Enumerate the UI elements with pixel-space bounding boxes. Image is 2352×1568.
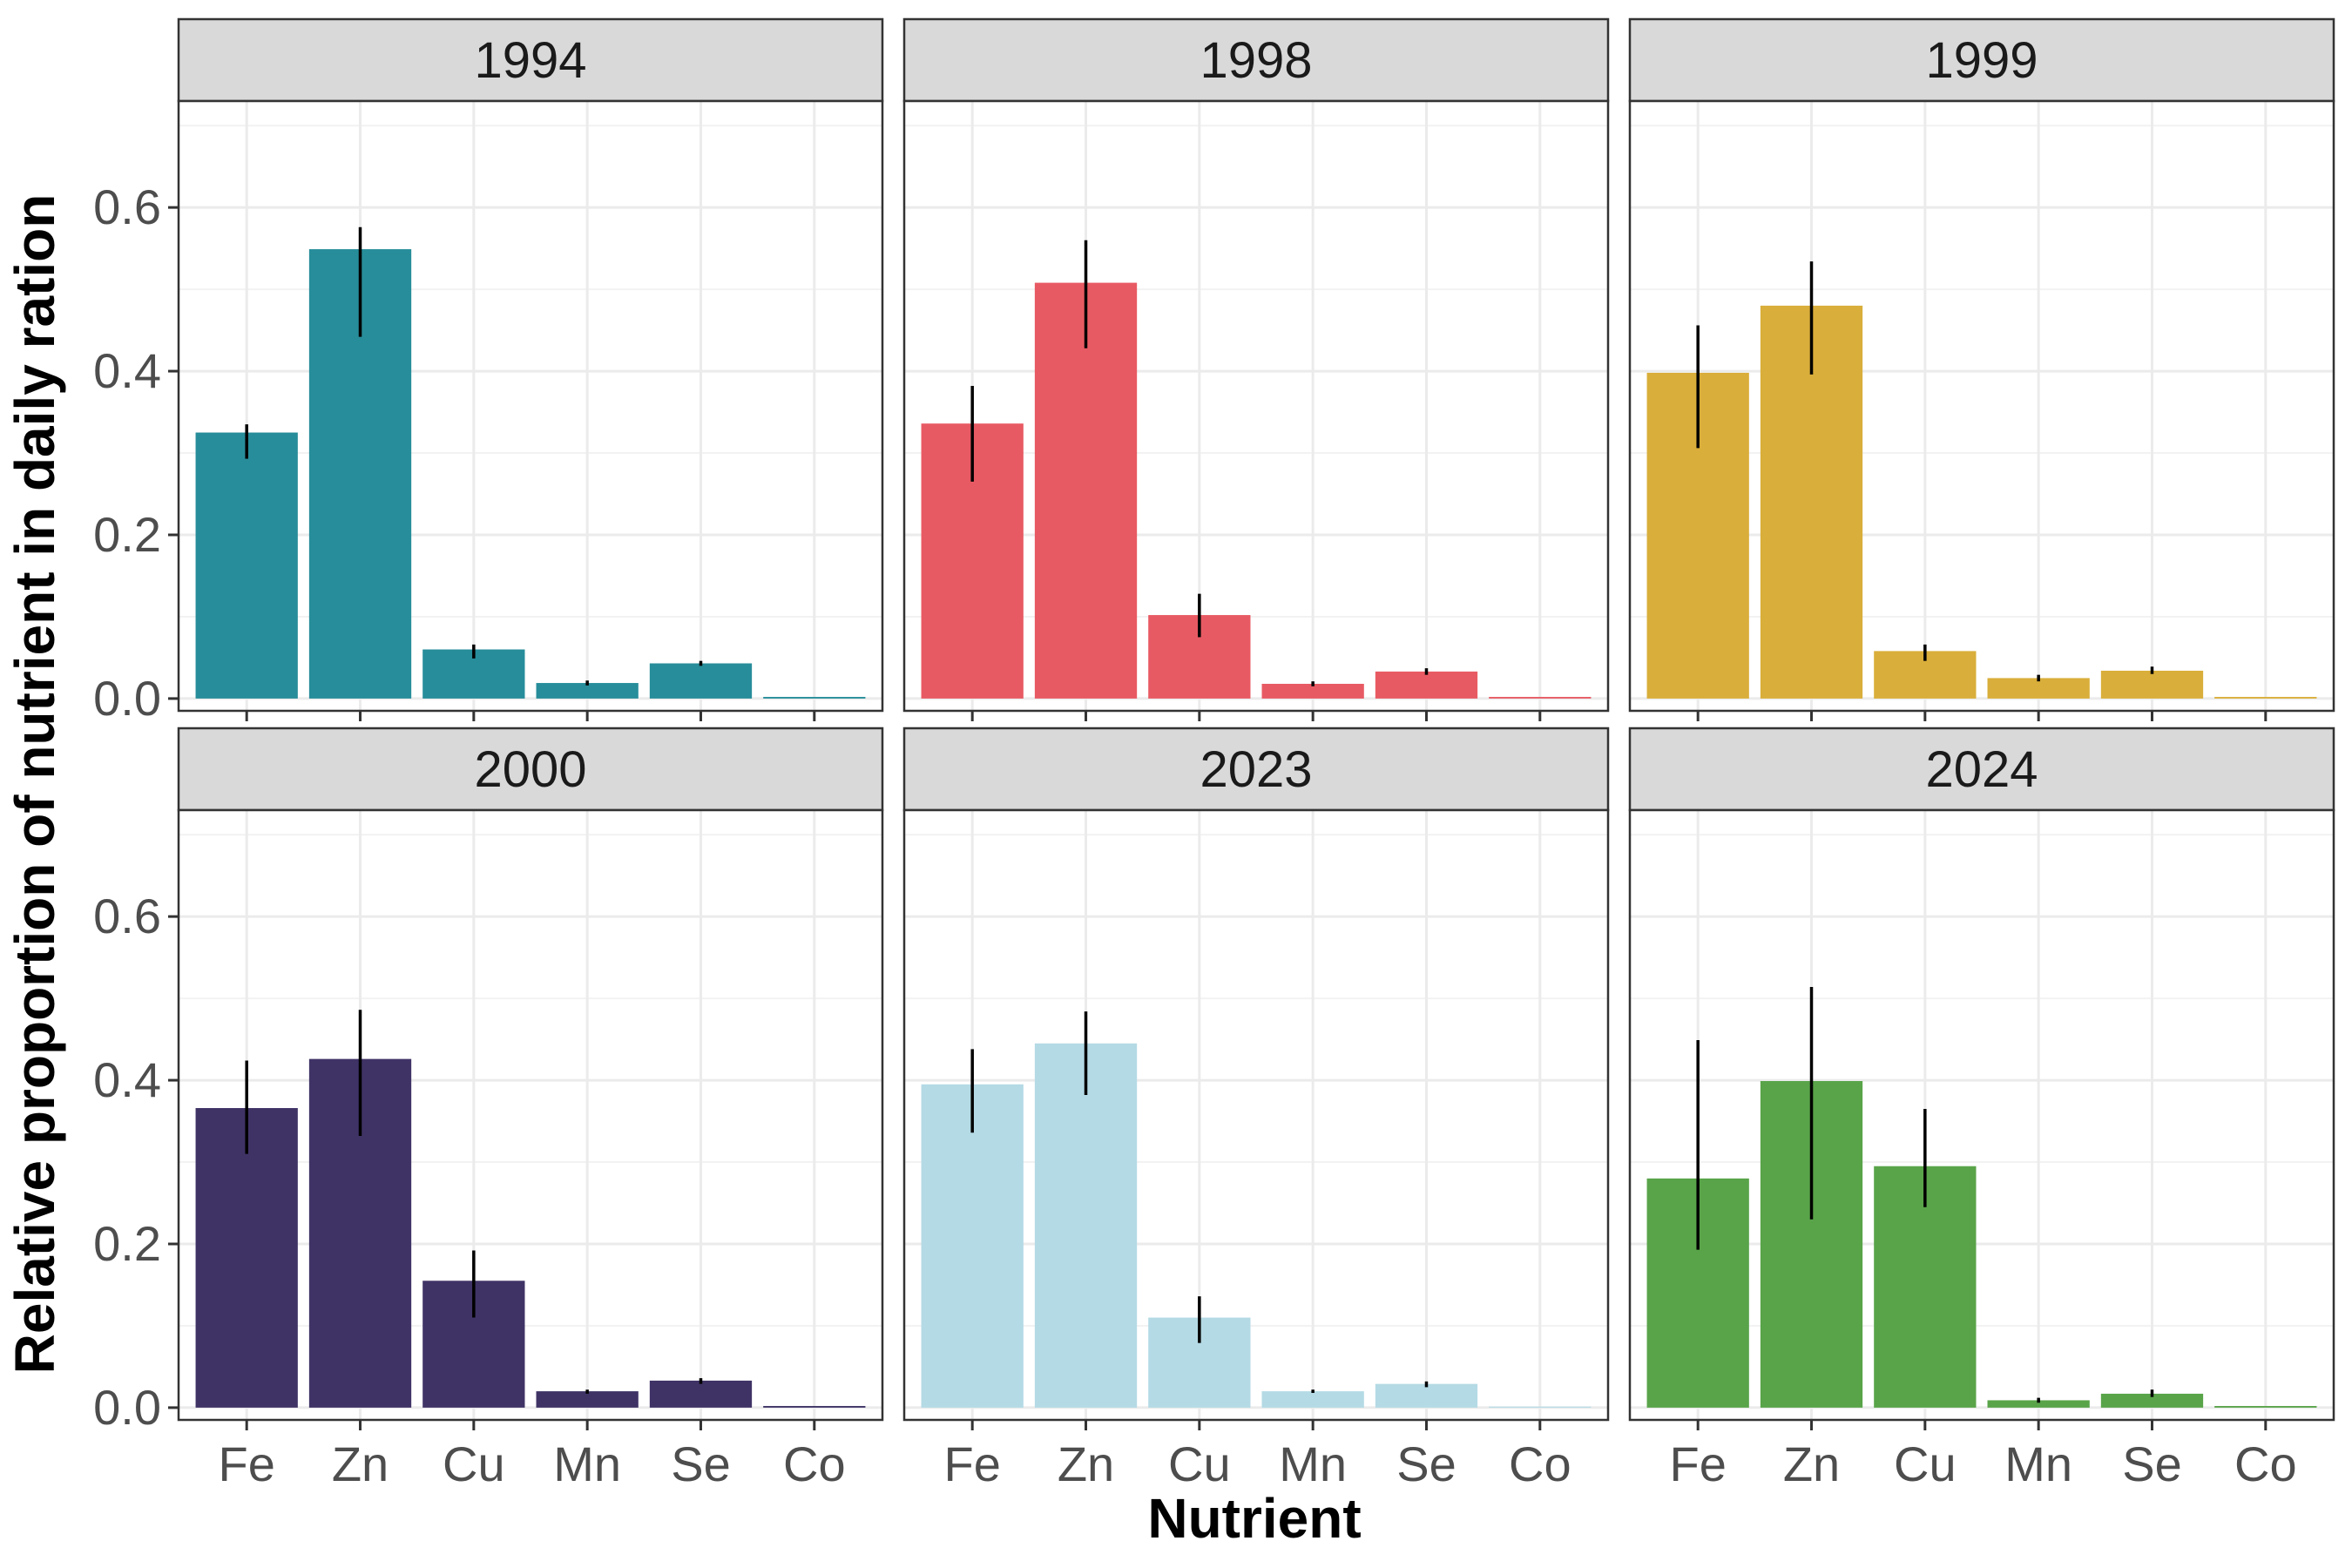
x-tick-label-Fe: Fe (944, 1436, 1001, 1491)
y-tick-label: 0.0 (93, 671, 161, 726)
facet-strip-label: 1999 (1925, 32, 2038, 89)
y-tick-label: 0.6 (93, 179, 161, 234)
panel-border (177, 808, 884, 1422)
bar-Fe (195, 1108, 298, 1408)
x-axis-title: Nutrient (1147, 1487, 1361, 1550)
x-tick-label-Mn: Mn (2004, 1436, 2072, 1491)
bar-Mn (1987, 1400, 2090, 1408)
x-tick-label-Se: Se (1396, 1436, 1456, 1491)
bar-Mn (1987, 678, 2090, 699)
y-axis-title: Relative proportion of nutrient in daily… (3, 194, 66, 1375)
panel-border (1628, 808, 2335, 1422)
bar-Se (1375, 1383, 1478, 1408)
bar-Mn (1261, 1391, 1364, 1408)
bar-Co (1489, 1406, 1592, 1408)
facet-strip (902, 727, 1610, 812)
facet-panel-2024: 2024 Fe Zn Cu Mn Se Co (1628, 727, 2335, 1491)
x-tick-label-Co: Co (783, 1436, 846, 1491)
facet-panel-1999: 1999 (1628, 17, 2335, 721)
x-tick-label-Cu: Cu (1894, 1436, 1957, 1491)
facet-strip (177, 727, 884, 812)
facet-panel-1994: 1994 0.0 0.2 0.4 0.6 (93, 17, 884, 726)
bar-Se (649, 663, 753, 699)
bar-Co (1489, 697, 1592, 699)
x-tick-label-Zn: Zn (1783, 1436, 1840, 1491)
bar-Fe (921, 1084, 1024, 1408)
bar-Fe (195, 432, 298, 699)
panel-border (177, 99, 884, 713)
panel-border (902, 808, 1610, 1422)
bar-Zn (1034, 1043, 1138, 1408)
bar-Mn (536, 683, 639, 699)
y-tick-label: 0.2 (93, 507, 161, 562)
bar-Se (1375, 671, 1478, 699)
x-tick-label-Mn: Mn (553, 1436, 621, 1491)
x-tick-label-Se: Se (671, 1436, 731, 1491)
bar-Co (2214, 697, 2317, 699)
x-tick-label-Zn: Zn (1058, 1436, 1114, 1491)
y-tick-label: 0.4 (93, 343, 161, 398)
x-tick-label-Mn: Mn (1279, 1436, 1347, 1491)
panels-layer: 1994 0.0 0.2 0.4 0.6 1998 1999 2000 0.0 0.2 0.4 0.6… (93, 17, 2335, 1491)
facet-panel-2000: 2000 0.0 0.2 0.4 0.6 Fe Zn Cu Mn Se Co (93, 727, 884, 1491)
facet-strip (902, 17, 1610, 103)
y-tick-label: 0.4 (93, 1052, 161, 1107)
facet-strip-label: 1994 (474, 32, 586, 89)
y-tick-label: 0.2 (93, 1216, 161, 1271)
x-tick-label-Co: Co (2234, 1436, 2297, 1491)
x-tick-label-Zn: Zn (332, 1436, 389, 1491)
facet-panel-2023: 2023 Fe Zn Cu Mn Se Co (902, 727, 1610, 1491)
x-tick-label-Se: Se (2122, 1436, 2182, 1491)
facet-strip-label: 2024 (1925, 741, 2038, 798)
x-tick-label-Fe: Fe (1670, 1436, 1727, 1491)
facet-strip (1628, 17, 2335, 103)
facet-strip (1628, 727, 2335, 812)
facet-panel-1998: 1998 (902, 17, 1610, 721)
bar-Se (649, 1380, 753, 1408)
bar-Se (2100, 1393, 2204, 1408)
bar-Co (763, 697, 866, 699)
x-tick-label-Co: Co (1509, 1436, 1571, 1491)
bar-Co (2214, 1406, 2317, 1408)
facet-strip-label: 1998 (1200, 32, 1312, 89)
facet-strip-label: 2023 (1200, 741, 1312, 798)
bar-Mn (1261, 683, 1364, 699)
facet-strip (177, 17, 884, 103)
x-tick-label-Cu: Cu (443, 1436, 505, 1491)
bar-Co (763, 1406, 866, 1408)
panel-border (902, 99, 1610, 713)
facet-strip-label: 2000 (474, 741, 586, 798)
y-tick-label: 0.6 (93, 889, 161, 943)
bar-Mn (536, 1391, 639, 1408)
y-tick-label: 0.0 (93, 1380, 161, 1435)
bar-Zn (1034, 282, 1138, 699)
panel-border (1628, 99, 2335, 713)
x-tick-label-Fe: Fe (219, 1436, 275, 1491)
x-tick-label-Cu: Cu (1168, 1436, 1231, 1491)
bar-Se (2100, 670, 2204, 699)
